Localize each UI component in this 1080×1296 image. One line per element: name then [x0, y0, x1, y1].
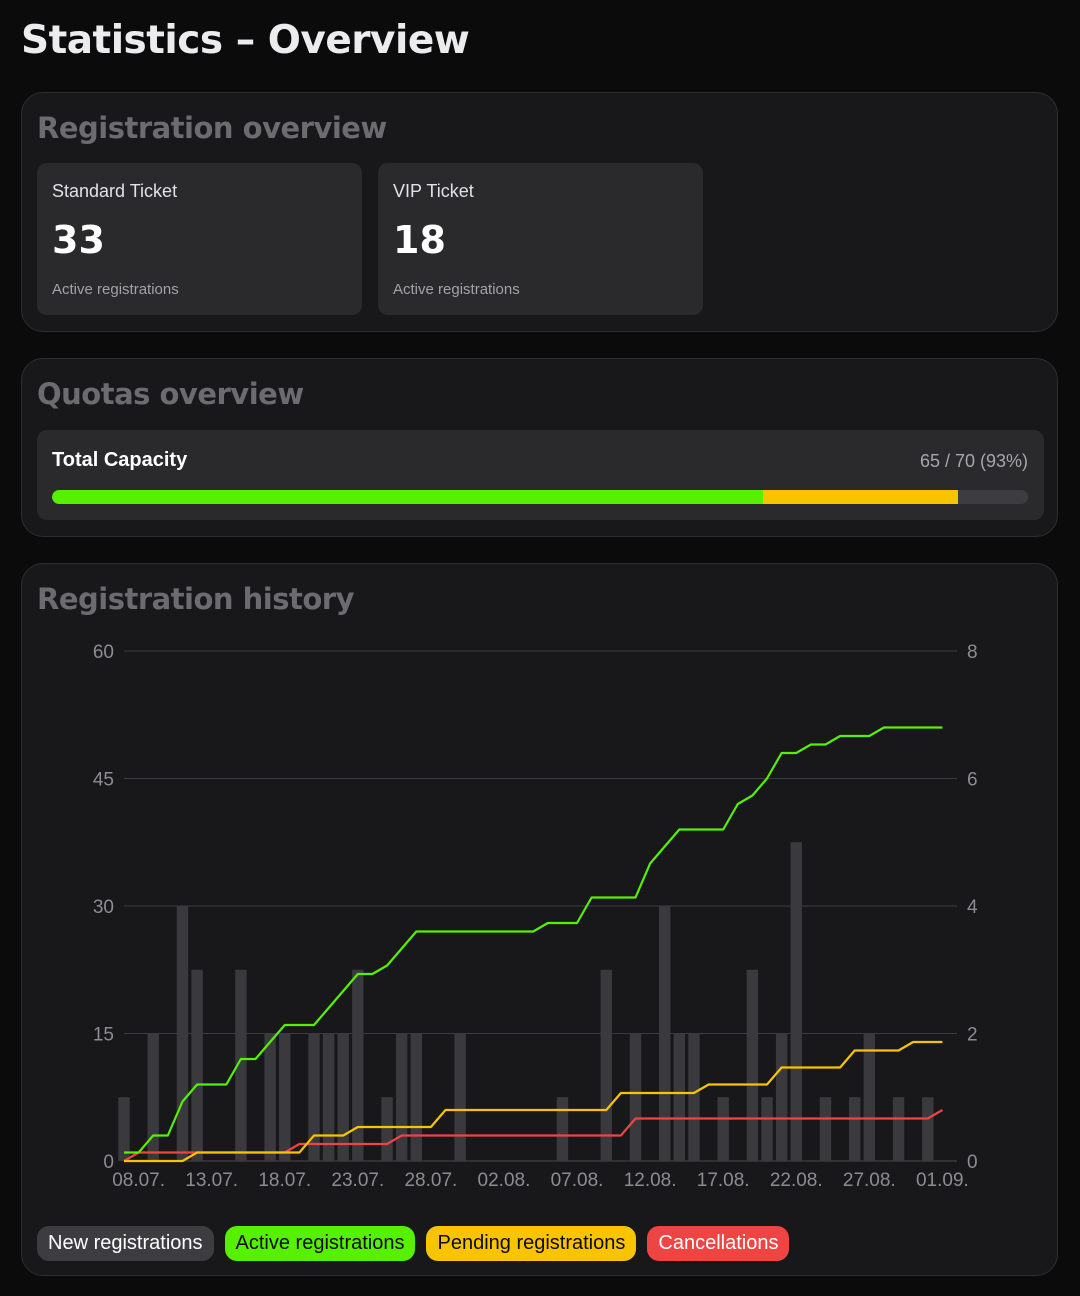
new-registrations-bar [600, 969, 612, 1161]
x-tick-label: 22.08. [770, 1170, 823, 1191]
y-right-tick-label: 8 [967, 642, 978, 663]
x-tick-label: 08.07. [112, 1170, 165, 1191]
new-registrations-bar [322, 1033, 335, 1161]
new-registrations-bar [819, 1097, 832, 1161]
x-tick-label: 12.08. [624, 1170, 677, 1191]
y-left-tick-label: 45 [93, 770, 114, 791]
x-tick-label: 23.07. [331, 1170, 384, 1191]
active-registrations-line [124, 726, 943, 1154]
legend-new-registrations[interactable]: New registrations [37, 1226, 214, 1261]
legend-active-registrations-label: Active registrations [235, 1232, 405, 1254]
total-capacity-label: Total Capacity [52, 449, 188, 471]
y-right-tick-label: 0 [967, 1152, 978, 1173]
x-tick-label: 13.07. [185, 1170, 238, 1191]
new-registrations-bar [746, 969, 759, 1161]
new-registrations-bar [717, 1097, 729, 1161]
new-registrations-bar [775, 1033, 788, 1161]
new-registrations-bar [279, 1033, 291, 1161]
x-tick-label: 27.08. [843, 1170, 896, 1191]
x-tick-label: 18.07. [258, 1170, 311, 1191]
vip-ticket-sublabel: Active registrations [393, 281, 520, 298]
new-registrations-bar [790, 842, 802, 1161]
new-registrations-bar [454, 1033, 466, 1161]
new-registrations-bar [308, 1033, 320, 1161]
new-registrations-bar [410, 1033, 422, 1161]
registration-overview-title: Registration overview [37, 111, 387, 145]
registration-history-card: Registration history 0 15 30 45 60 0 2 4 6 8 08.07… [21, 563, 1058, 1276]
standard-ticket-value: 33 [52, 218, 105, 262]
new-registrations-bar [849, 1097, 861, 1161]
new-registrations-bar [118, 1097, 130, 1161]
new-registrations-bar [191, 969, 203, 1161]
total-capacity-box: Total Capacity 65 / 70 (93%) [37, 430, 1044, 520]
x-tick-label: 07.08. [551, 1170, 604, 1191]
new-registrations-bar [352, 969, 364, 1161]
vip-ticket-label: VIP Ticket [393, 181, 474, 201]
y-right-tick-label: 4 [967, 897, 978, 918]
legend-new-registrations-label: New registrations [48, 1232, 203, 1254]
x-tick-label: 01.09. [916, 1170, 969, 1191]
legend-cancellations-label: Cancellations [658, 1232, 779, 1254]
y-right-tick-label: 2 [967, 1025, 978, 1046]
new-registrations-bar [659, 906, 671, 1161]
capacity-pending-fill [763, 490, 959, 504]
new-registrations-bar [761, 1097, 773, 1161]
registration-overview-card: Registration overview Standard Ticket 33… [21, 92, 1058, 332]
standard-ticket-card: Standard Ticket 33 Active registrations [37, 163, 362, 315]
x-tick-label: 17.08. [697, 1170, 750, 1191]
new-registrations-bar [147, 1033, 159, 1161]
new-registrations-bar [688, 1033, 700, 1161]
legend-pending-registrations-label: Pending registrations [437, 1232, 626, 1254]
y-left-tick-label: 30 [93, 897, 114, 918]
new-registrations-bar [176, 906, 189, 1161]
y-left-tick-label: 0 [103, 1152, 114, 1173]
quotas-overview-card: Quotas overview Total Capacity 65 / 70 (… [21, 358, 1058, 537]
new-registrations-bar [235, 969, 247, 1161]
legend-active-registrations[interactable]: Active registrations [224, 1226, 416, 1261]
new-registrations-bar [892, 1097, 905, 1161]
new-registrations-bar [863, 1033, 876, 1161]
new-registrations-bar [395, 1033, 408, 1161]
registration-history-chart: 0 15 30 45 60 0 2 4 6 8 08.07. 13.07. 18.07. 23.07. 28… [93, 642, 978, 1191]
standard-ticket-label: Standard Ticket [52, 181, 178, 201]
new-registrations-bar [673, 1033, 686, 1161]
total-capacity-value: 65 / 70 (93%) [919, 451, 1028, 471]
capacity-active-fill [52, 490, 764, 504]
quotas-overview-title: Quotas overview [37, 377, 304, 411]
page-title: Statistics – Overview [21, 18, 470, 63]
legend-pending-registrations[interactable]: Pending registrations [426, 1226, 637, 1261]
standard-ticket-sublabel: Active registrations [52, 281, 179, 298]
y-left-tick-label: 15 [93, 1025, 114, 1046]
new-registrations-bar [381, 1097, 393, 1161]
pending-registrations-line [124, 1040, 943, 1163]
chart-legend: New registrations Active registrations P… [37, 1226, 790, 1261]
capacity-progress-track [52, 490, 1028, 504]
new-registrations-bar [629, 1033, 642, 1161]
vip-ticket-value: 18 [393, 218, 446, 262]
y-left-tick-label: 60 [93, 642, 114, 663]
new-registrations-bar [556, 1097, 569, 1161]
new-registrations-bar [337, 1033, 349, 1161]
vip-ticket-card: VIP Ticket 18 Active registrations [378, 163, 703, 315]
x-tick-label: 28.07. [404, 1170, 457, 1191]
registration-history-title: Registration history [37, 582, 355, 616]
new-registrations-bar [264, 1033, 276, 1161]
legend-cancellations[interactable]: Cancellations [647, 1226, 790, 1261]
new-registrations-bar [922, 1097, 934, 1161]
y-right-tick-label: 6 [967, 770, 978, 791]
x-tick-label: 02.08. [478, 1170, 531, 1191]
